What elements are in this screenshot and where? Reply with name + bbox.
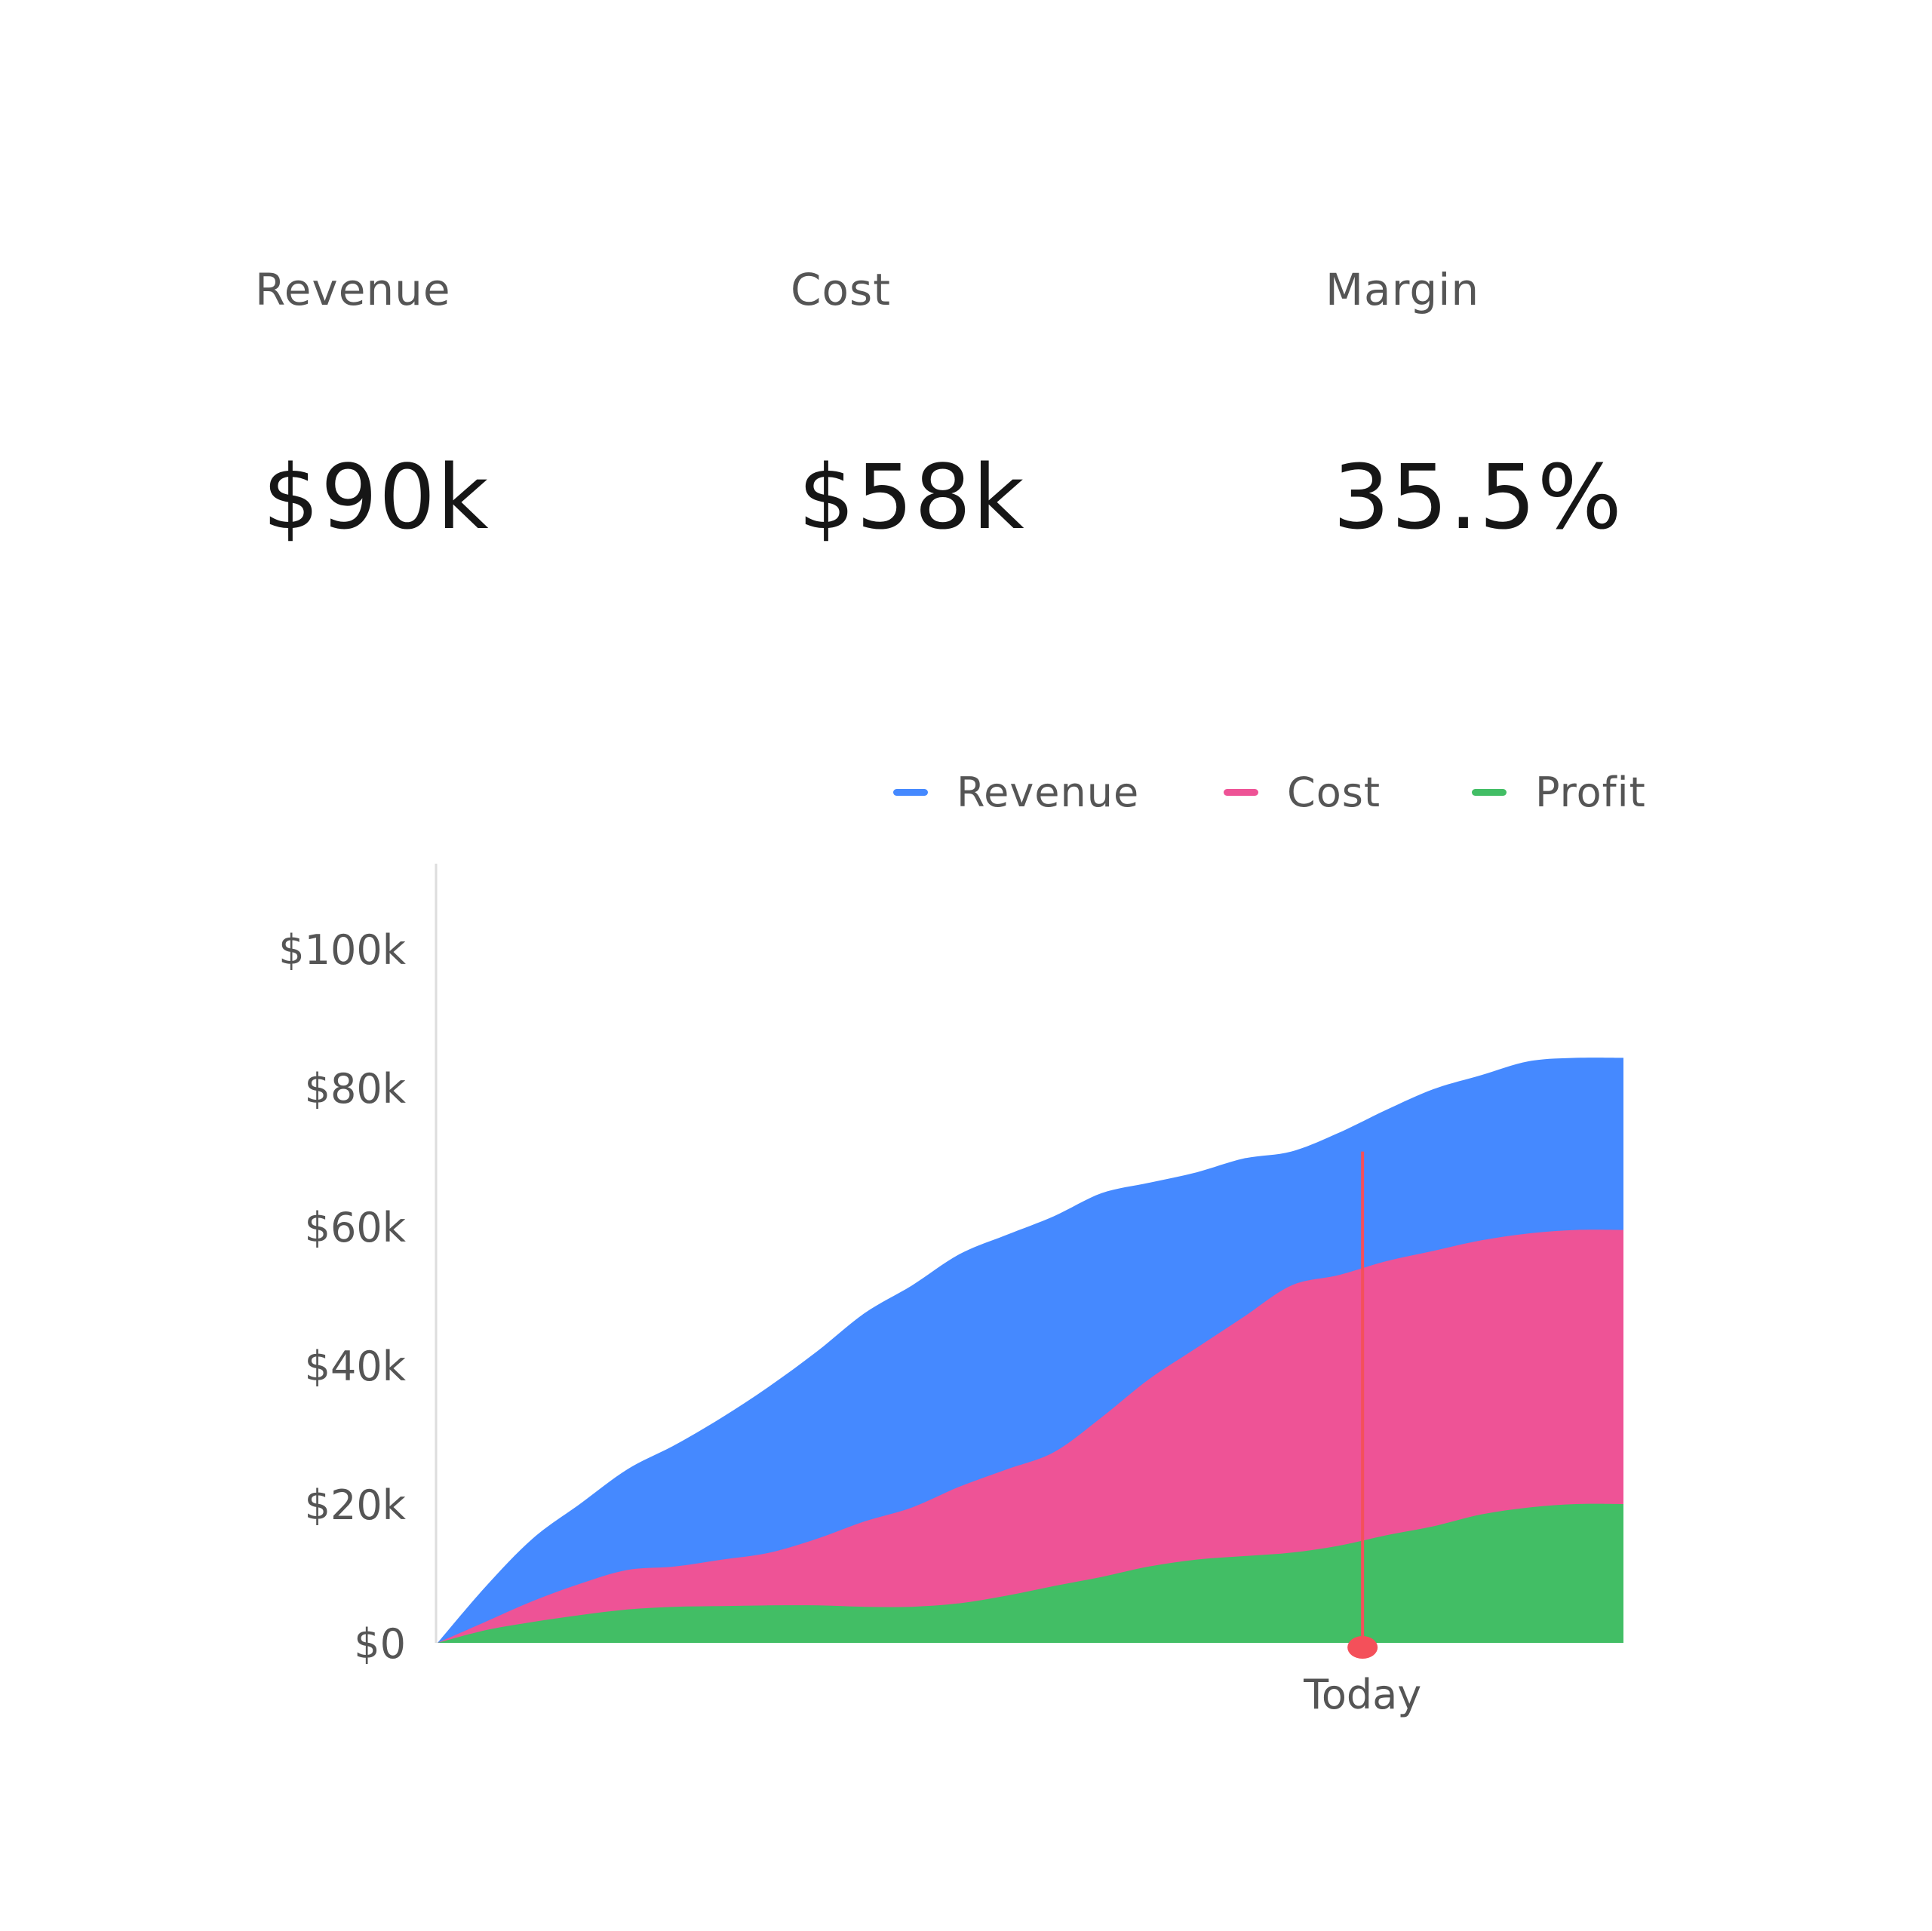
y-tick-label: $80k bbox=[305, 1065, 407, 1113]
y-tick-label: $20k bbox=[305, 1481, 407, 1529]
legend-label-revenue: Revenue bbox=[957, 768, 1140, 816]
area-profit[interactable] bbox=[438, 1503, 1623, 1643]
legend-label-profit: Profit bbox=[1535, 768, 1646, 816]
kpi-cost-label: Cost bbox=[791, 264, 891, 315]
kpi-revenue-value: $90k bbox=[263, 445, 490, 549]
legend-swatch-revenue bbox=[893, 788, 928, 796]
area-cost[interactable] bbox=[438, 1230, 1623, 1643]
y-tick-label: $0 bbox=[354, 1620, 406, 1668]
legend-item-cost[interactable]: Cost bbox=[1224, 766, 1381, 818]
legend-swatch-profit bbox=[1472, 788, 1507, 796]
today-marker-dot[interactable] bbox=[1347, 1636, 1378, 1659]
kpi-margin-label: Margin bbox=[1325, 264, 1480, 315]
y-tick-label: $60k bbox=[305, 1204, 407, 1251]
kpi-revenue-label: Revenue bbox=[255, 264, 451, 315]
legend-item-revenue[interactable]: Revenue bbox=[893, 766, 1139, 818]
kpi-revenue: Revenue $90k bbox=[255, 264, 783, 549]
today-marker-label: Today bbox=[1303, 1671, 1421, 1718]
legend-label-cost: Cost bbox=[1287, 768, 1381, 816]
y-tick-label: $40k bbox=[305, 1343, 407, 1390]
kpi-margin-value: 35.5% bbox=[1333, 445, 1623, 549]
kpi-cost-value: $58k bbox=[798, 445, 1026, 549]
legend-swatch-cost bbox=[1224, 788, 1258, 796]
y-tick-label: $100k bbox=[278, 926, 406, 974]
kpi-margin: Margin 35.5% bbox=[1325, 264, 1854, 549]
legend-item-profit[interactable]: Profit bbox=[1472, 766, 1646, 818]
kpi-cost: Cost $58k bbox=[791, 264, 1319, 549]
